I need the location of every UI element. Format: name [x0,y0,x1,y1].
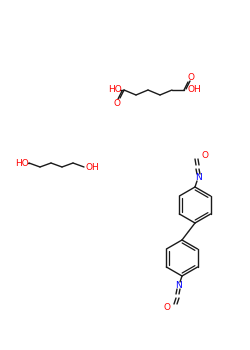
Text: OH: OH [86,162,100,172]
Text: HO: HO [15,159,29,168]
Text: N: N [174,281,182,290]
Text: O: O [201,152,208,161]
Text: O: O [164,303,171,313]
Text: OH: OH [187,85,201,94]
Text: O: O [114,98,120,107]
Text: HO: HO [108,85,122,94]
Text: N: N [196,173,202,182]
Text: O: O [188,72,194,82]
